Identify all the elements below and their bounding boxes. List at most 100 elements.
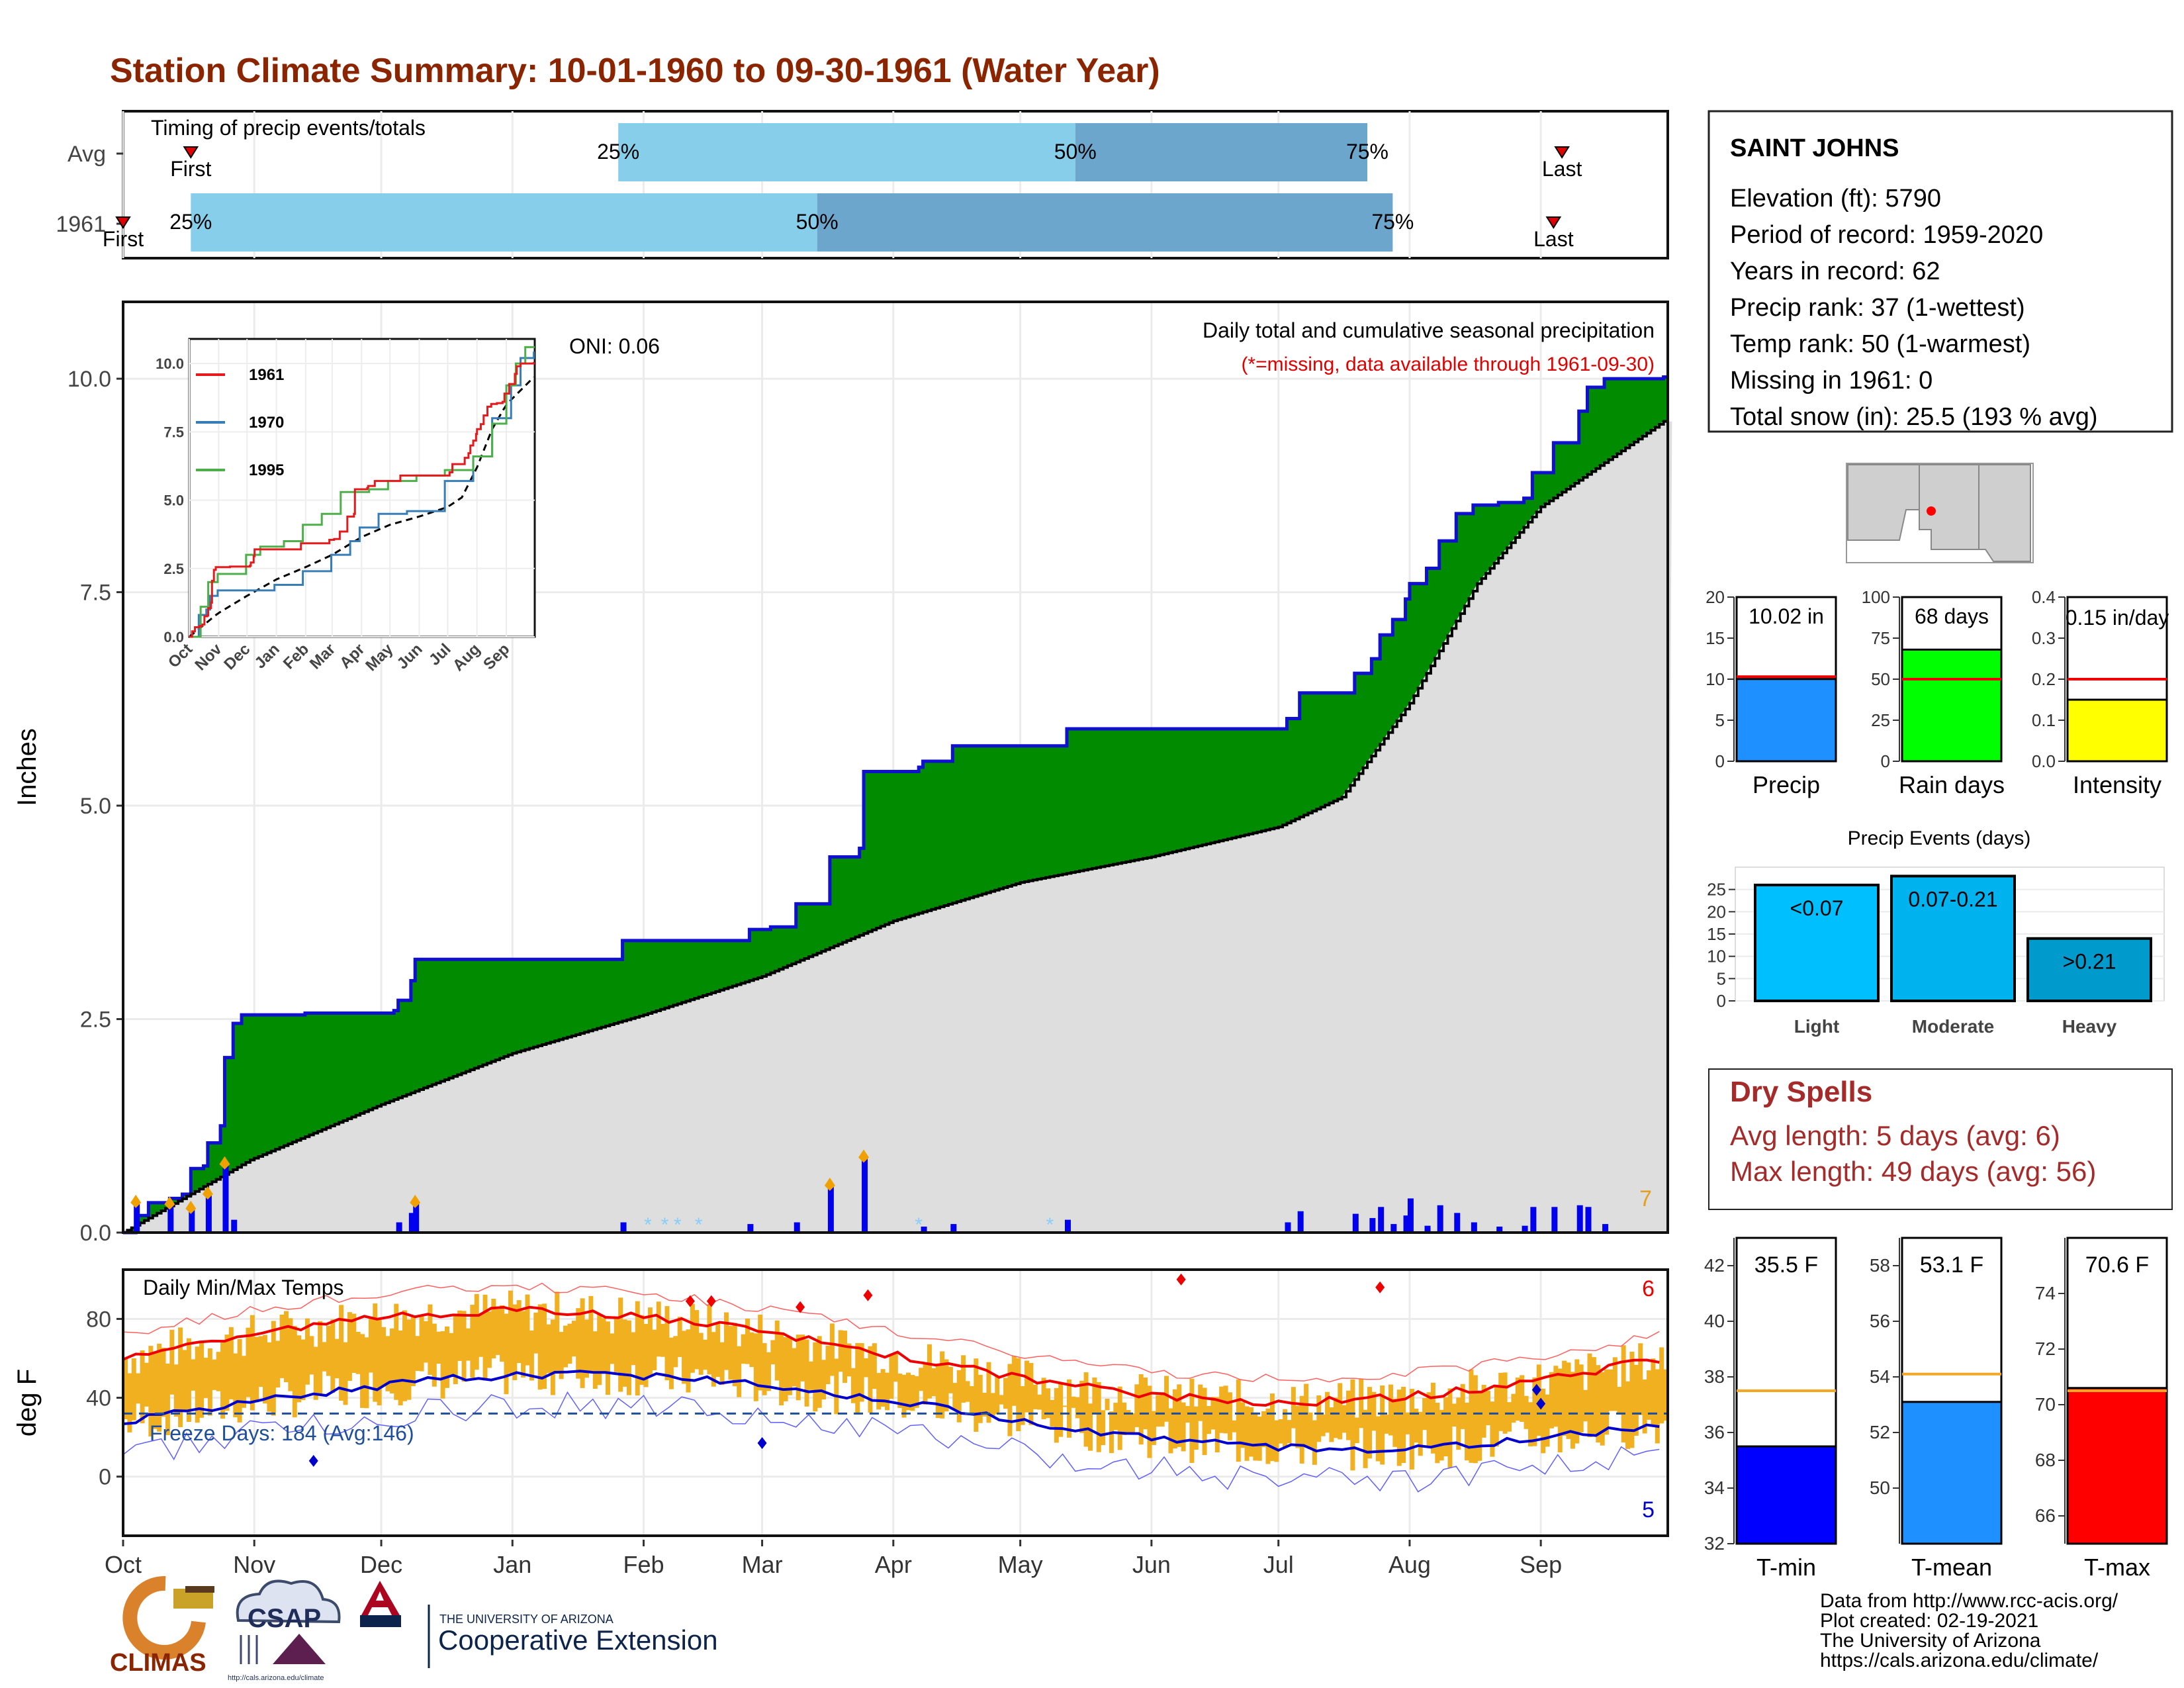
summary-tick-label: 0.4: [2032, 587, 2056, 607]
timing-marker: [1545, 216, 1562, 229]
daily-temp-bar: [982, 1393, 987, 1417]
daily-temp-bar: [504, 1313, 509, 1395]
daily-precip-bar: [1522, 1225, 1528, 1233]
daily-temp-bar: [571, 1321, 576, 1357]
daily-temp-bar: [292, 1326, 297, 1418]
daily-temp-bar: [242, 1356, 247, 1408]
daily-temp-bar: [1054, 1387, 1059, 1443]
daily-temp-bar: [804, 1339, 809, 1407]
daily-temp-bar: [237, 1338, 242, 1423]
temp-bar-tick-label: 34: [1704, 1477, 1725, 1498]
station-detail: Years in record: 62: [1730, 258, 1940, 285]
events-tick-label: 20: [1707, 902, 1726, 921]
record-max-line: [122, 1282, 1660, 1383]
inset-normal-line: [189, 376, 535, 638]
daily-temp-bar: [639, 1315, 645, 1385]
timing-marker-label: Last: [1533, 227, 1574, 251]
daily-temp-bar: [1342, 1405, 1347, 1433]
daily-temp-bar: [1210, 1397, 1216, 1430]
station-marker: [1927, 506, 1936, 516]
summary-value-label: 10.02 in: [1749, 604, 1824, 628]
temp-bar-tick-label: 68: [2035, 1450, 2056, 1470]
missing-marker: *: [644, 1214, 652, 1236]
ua-small-text: THE UNIVERSITY OF ARIZONA: [439, 1613, 614, 1626]
daily-temp-bar: [834, 1358, 839, 1415]
daily-temp-bar: [923, 1362, 928, 1405]
daily-precip-bar: [189, 1208, 195, 1233]
daily-temp-bar: [220, 1340, 226, 1419]
daily-temp-bar: [864, 1358, 869, 1378]
daily-temp-bar: [140, 1350, 145, 1424]
daily-temp-bar: [275, 1340, 281, 1388]
daily-temp-bar: [1642, 1380, 1647, 1434]
daily-temp-bar: [165, 1363, 170, 1435]
daily-temp-bar: [1253, 1412, 1258, 1461]
daily-temp-bar: [1629, 1351, 1635, 1448]
summary-tick-label: 10: [1706, 669, 1725, 689]
daily-temp-bar: [974, 1358, 979, 1432]
daily-temp-bar: [1363, 1409, 1368, 1468]
daily-temp-bar: [758, 1314, 763, 1391]
normal-cumulative-area: [123, 421, 1672, 1233]
daily-temp-bar: [1071, 1396, 1076, 1408]
daily-temp-bar: [1087, 1403, 1093, 1451]
daily-temp-bar: [999, 1395, 1004, 1405]
temp-bar-tick-label: 42: [1704, 1255, 1725, 1276]
daily-temp-bar: [1638, 1343, 1643, 1415]
daily-temp-bar: [1291, 1387, 1296, 1429]
daily-temp-bar: [173, 1364, 179, 1417]
daily-precip-bar: [222, 1164, 229, 1233]
record-low-marker: [1531, 1383, 1541, 1396]
daily-temp-bar: [1236, 1379, 1241, 1462]
footer-line: Data from http://www.rcc-acis.org/: [1820, 1590, 2118, 1612]
daily-temp-bar: [897, 1374, 903, 1408]
daily-temp-bar: [1486, 1390, 1491, 1426]
daily-precip-bar: [231, 1219, 238, 1233]
timing-row-label: 1961: [56, 212, 106, 237]
daily-temp-bar: [300, 1339, 306, 1401]
timing-marker-label: First: [103, 227, 144, 251]
daily-temp-bar: [1028, 1363, 1034, 1425]
summary-tick-label: 0.2: [2032, 669, 2056, 689]
daily-temp-bar: [148, 1346, 154, 1437]
daily-temp-bar: [1122, 1402, 1127, 1435]
inset-y-tick-label: 7.5: [163, 424, 184, 440]
daily-temp-bar: [1240, 1402, 1246, 1448]
daily-temp-bar: [1612, 1357, 1617, 1411]
daily-temp-bar: [436, 1331, 441, 1364]
summary-bar-fill: [2066, 698, 2168, 763]
timing-bar-25-50: [618, 123, 1075, 181]
dry-spells-title: Dry Spells: [1730, 1076, 1872, 1108]
record-min-line: [122, 1391, 1660, 1493]
daily-temp-bar: [1625, 1381, 1631, 1449]
daily-precip-bar: [1496, 1226, 1503, 1233]
events-tick-label: 25: [1707, 880, 1726, 900]
inset-legend-label: 1970: [249, 414, 284, 432]
events-bar: [1890, 874, 2016, 1003]
daily-temp-bar: [546, 1324, 551, 1374]
daily-temp-bar: [588, 1295, 594, 1372]
precip-y-tick-label: 10.0: [68, 367, 111, 392]
missing-marker: *: [674, 1214, 682, 1236]
missing-marker: *: [1046, 1214, 1054, 1236]
daily-temp-bar: [978, 1374, 983, 1423]
daily-temp-bar: [652, 1329, 657, 1370]
temp-panel: 0 40 80 deg F Daily Min/Max Temps Freeze Days…: [13, 1268, 1669, 1537]
inset-y-tick-label: 2.5: [163, 561, 184, 577]
daily-temp-bar: [474, 1293, 479, 1370]
daily-temp-bar: [694, 1310, 700, 1370]
daily-temp-bar: [1058, 1382, 1064, 1437]
daily-temp-bar: [1346, 1390, 1351, 1440]
daily-temp-bar: [872, 1343, 877, 1389]
station-info-box: SAINT JOHNS Elevation (ft): 5790 Period o…: [1707, 110, 2173, 433]
daily-temp-bar: [389, 1328, 394, 1393]
figure-title: Station Climate Summary: 10-01-1960 to 0…: [110, 52, 1160, 90]
temp-y-axis-label: deg F: [13, 1369, 42, 1436]
daily-temp-bar: [283, 1311, 289, 1383]
temp-bar-tick-label: 54: [1870, 1366, 1890, 1387]
daily-temp-bar: [1105, 1399, 1110, 1411]
timing-percent-label: 75%: [1371, 210, 1414, 234]
daily-temp-bar: [677, 1317, 682, 1357]
daily-temp-bar: [1549, 1372, 1554, 1429]
